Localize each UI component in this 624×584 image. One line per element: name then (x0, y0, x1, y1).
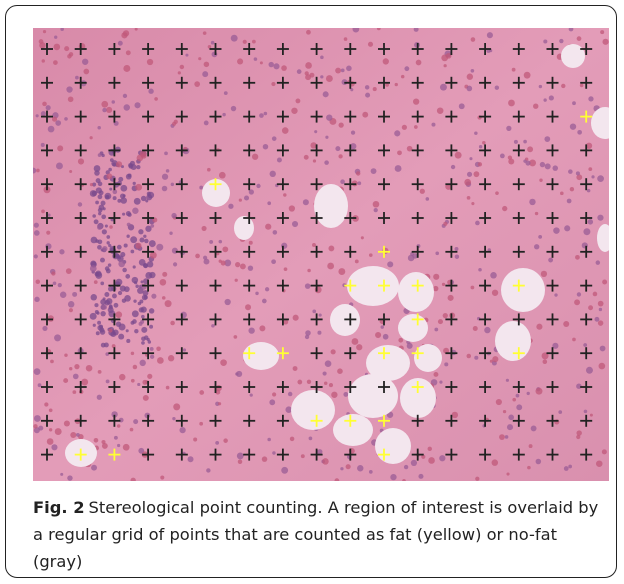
micrograph (33, 28, 609, 481)
page: Fig. 2Stereological point counting. A re… (0, 0, 624, 584)
caption-text: Stereological point counting. A region o… (33, 498, 598, 571)
caption-label: Fig. 2 (33, 498, 85, 517)
